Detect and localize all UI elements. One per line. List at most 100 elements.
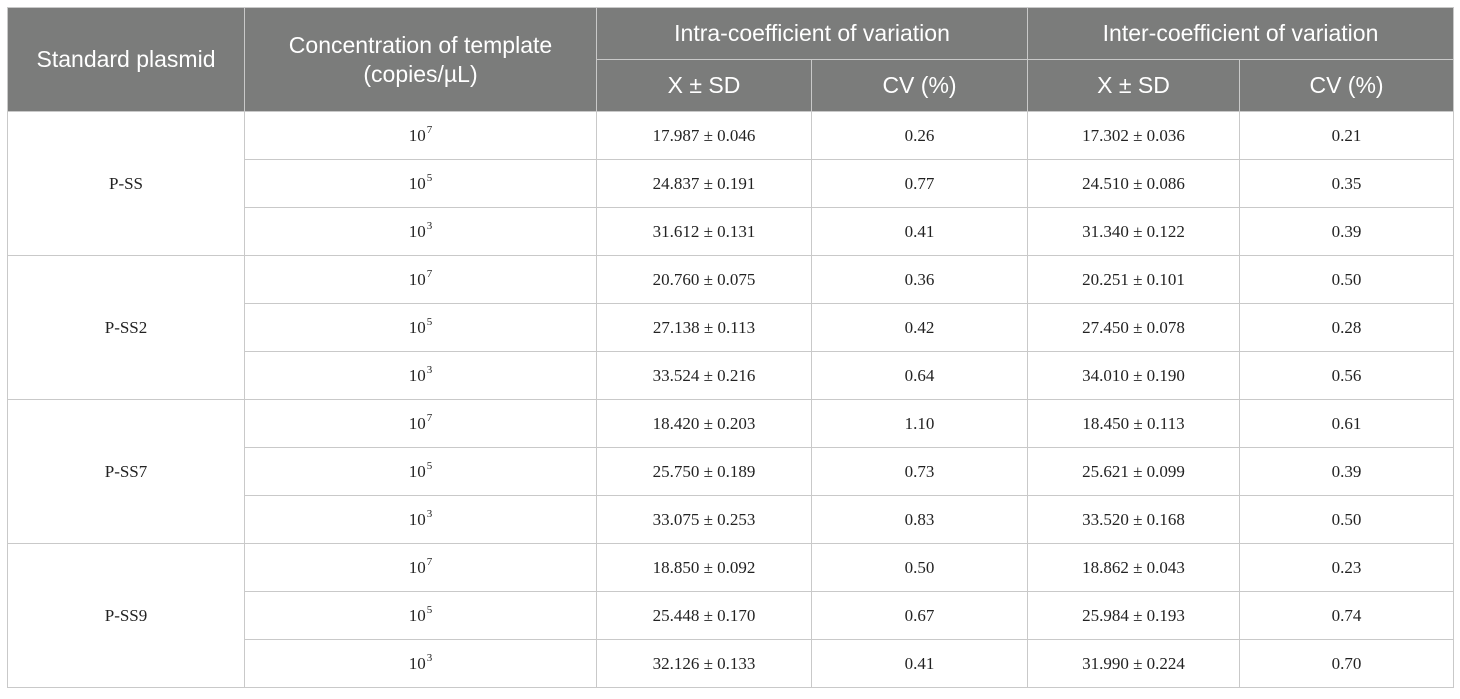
concentration-exponent: 3 <box>426 363 433 376</box>
concentration-exponent: 3 <box>426 651 433 664</box>
table-row: 103 32.126 ± 0.133 0.41 31.990 ± 0.224 0… <box>8 639 1455 688</box>
plasmid-cell: P-SS7 <box>7 399 245 544</box>
concentration-exponent: 7 <box>426 411 433 424</box>
inter-mean-sd-cell: 33.520 ± 0.168 <box>1027 495 1241 544</box>
inter-cv-cell: 0.74 <box>1239 591 1455 640</box>
inter-cv-cell: 0.61 <box>1239 399 1455 448</box>
table-row: 103 31.612 ± 0.131 0.41 31.340 ± 0.122 0… <box>8 207 1455 256</box>
concentration-base: 10 <box>408 653 426 673</box>
concentration-cell: 103 <box>244 351 597 400</box>
inter-mean-sd-cell: 27.450 ± 0.078 <box>1027 303 1241 352</box>
table-row: P-SS9 107 18.850 ± 0.092 0.50 18.862 ± 0… <box>7 543 1455 688</box>
header-inter-cv: Inter-coefficient of variation <box>1027 7 1455 60</box>
plasmid-cell: P-SS <box>7 111 245 256</box>
inter-cv-cell: 0.39 <box>1239 447 1455 496</box>
plasmid-cell: P-SS9 <box>7 543 245 688</box>
intra-cv-cell: 0.73 <box>810 447 1029 496</box>
table-row: 105 25.448 ± 0.170 0.67 25.984 ± 0.193 0… <box>8 591 1455 640</box>
concentration-exponent: 5 <box>426 603 433 616</box>
inter-mean-sd-cell: 25.984 ± 0.193 <box>1027 591 1241 640</box>
inter-cv-cell: 0.70 <box>1239 639 1455 688</box>
table-row: 103 33.524 ± 0.216 0.64 34.010 ± 0.190 0… <box>8 351 1455 400</box>
concentration-cell: 103 <box>244 639 597 688</box>
intra-mean-sd-cell: 18.420 ± 0.203 <box>596 399 812 448</box>
table-row: P-SS7 107 18.420 ± 0.203 1.10 18.450 ± 0… <box>7 399 1455 544</box>
concentration-cell: 105 <box>244 591 597 640</box>
inter-mean-sd-cell: 31.990 ± 0.224 <box>1027 639 1241 688</box>
intra-mean-sd-cell: 27.138 ± 0.113 <box>596 303 812 352</box>
header-intra-cv-percent: CV (%) <box>810 59 1029 112</box>
intra-cv-cell: 0.77 <box>810 159 1029 208</box>
intra-mean-sd-cell: 25.750 ± 0.189 <box>596 447 812 496</box>
header-concentration-line1: Concentration of template <box>288 31 553 58</box>
header-inter-cv-percent: CV (%) <box>1239 59 1455 112</box>
inter-cv-cell: 0.35 <box>1239 159 1455 208</box>
header-concentration-line2: (copies/µL) <box>363 60 478 87</box>
concentration-cell: 107 <box>244 111 597 160</box>
inter-cv-cell: 0.23 <box>1239 543 1455 592</box>
concentration-base: 10 <box>408 125 426 145</box>
inter-mean-sd-cell: 18.450 ± 0.113 <box>1027 399 1241 448</box>
table-row: 105 24.837 ± 0.191 0.77 24.510 ± 0.086 0… <box>8 159 1455 208</box>
concentration-exponent: 5 <box>426 459 433 472</box>
concentration-base: 10 <box>408 173 426 193</box>
concentration-exponent: 3 <box>426 219 433 232</box>
inter-mean-sd-cell: 17.302 ± 0.036 <box>1027 111 1241 160</box>
intra-mean-sd-cell: 25.448 ± 0.170 <box>596 591 812 640</box>
inter-mean-sd-cell: 31.340 ± 0.122 <box>1027 207 1241 256</box>
header-intra-cv: Intra-coefficient of variation <box>595 7 1029 60</box>
inter-cv-cell: 0.21 <box>1239 111 1455 160</box>
header-standard-plasmid: Standard plasmid <box>7 7 245 112</box>
inter-mean-sd-cell: 20.251 ± 0.101 <box>1027 255 1241 304</box>
intra-cv-cell: 0.36 <box>810 255 1029 304</box>
intra-mean-sd-cell: 24.837 ± 0.191 <box>596 159 812 208</box>
header-concentration: Concentration of template (copies/µL) <box>244 7 597 112</box>
header-intra-mean-sd: X ± SD <box>596 59 812 112</box>
intra-mean-sd-cell: 17.987 ± 0.046 <box>596 111 812 160</box>
intra-mean-sd-cell: 32.126 ± 0.133 <box>596 639 812 688</box>
inter-cv-cell: 0.39 <box>1239 207 1455 256</box>
intra-mean-sd-cell: 18.850 ± 0.092 <box>596 543 812 592</box>
concentration-cell: 105 <box>244 159 597 208</box>
concentration-base: 10 <box>408 605 426 625</box>
concentration-base: 10 <box>408 317 426 337</box>
inter-cv-cell: 0.50 <box>1239 495 1455 544</box>
concentration-base: 10 <box>408 221 426 241</box>
intra-cv-cell: 0.67 <box>810 591 1029 640</box>
intra-mean-sd-cell: 20.760 ± 0.075 <box>596 255 812 304</box>
concentration-base: 10 <box>408 269 426 289</box>
concentration-base: 10 <box>408 365 426 385</box>
table-row: P-SS2 107 20.760 ± 0.075 0.36 20.251 ± 0… <box>7 255 1455 400</box>
intra-cv-cell: 0.64 <box>810 351 1029 400</box>
cv-table: Standard plasmid Concentration of templa… <box>7 7 1455 688</box>
table-body: P-SS 107 17.987 ± 0.046 0.26 17.302 ± 0.… <box>7 111 1455 688</box>
plasmid-cell: P-SS2 <box>7 255 245 400</box>
concentration-cell: 107 <box>244 399 597 448</box>
inter-cv-cell: 0.56 <box>1239 351 1455 400</box>
intra-cv-cell: 0.41 <box>810 207 1029 256</box>
table-container: Standard plasmid Concentration of templa… <box>7 7 1455 688</box>
inter-cv-cell: 0.50 <box>1239 255 1455 304</box>
intra-cv-cell: 1.10 <box>810 399 1029 448</box>
concentration-exponent: 7 <box>426 555 433 568</box>
concentration-cell: 107 <box>244 543 597 592</box>
inter-mean-sd-cell: 25.621 ± 0.099 <box>1027 447 1241 496</box>
table-row: 105 25.750 ± 0.189 0.73 25.621 ± 0.099 0… <box>8 447 1455 496</box>
table-row: 105 27.138 ± 0.113 0.42 27.450 ± 0.078 0… <box>8 303 1455 352</box>
concentration-base: 10 <box>408 509 426 529</box>
concentration-cell: 105 <box>244 303 597 352</box>
table-header: Standard plasmid Concentration of templa… <box>7 7 1455 112</box>
intra-cv-cell: 0.50 <box>810 543 1029 592</box>
concentration-cell: 107 <box>244 255 597 304</box>
inter-mean-sd-cell: 34.010 ± 0.190 <box>1027 351 1241 400</box>
concentration-exponent: 5 <box>426 171 433 184</box>
intra-cv-cell: 0.83 <box>810 495 1029 544</box>
concentration-exponent: 7 <box>426 267 433 280</box>
concentration-exponent: 7 <box>426 123 433 136</box>
concentration-cell: 105 <box>244 447 597 496</box>
intra-cv-cell: 0.42 <box>810 303 1029 352</box>
header-inter-mean-sd: X ± SD <box>1027 59 1241 112</box>
intra-mean-sd-cell: 31.612 ± 0.131 <box>596 207 812 256</box>
inter-cv-cell: 0.28 <box>1239 303 1455 352</box>
concentration-cell: 103 <box>244 495 597 544</box>
